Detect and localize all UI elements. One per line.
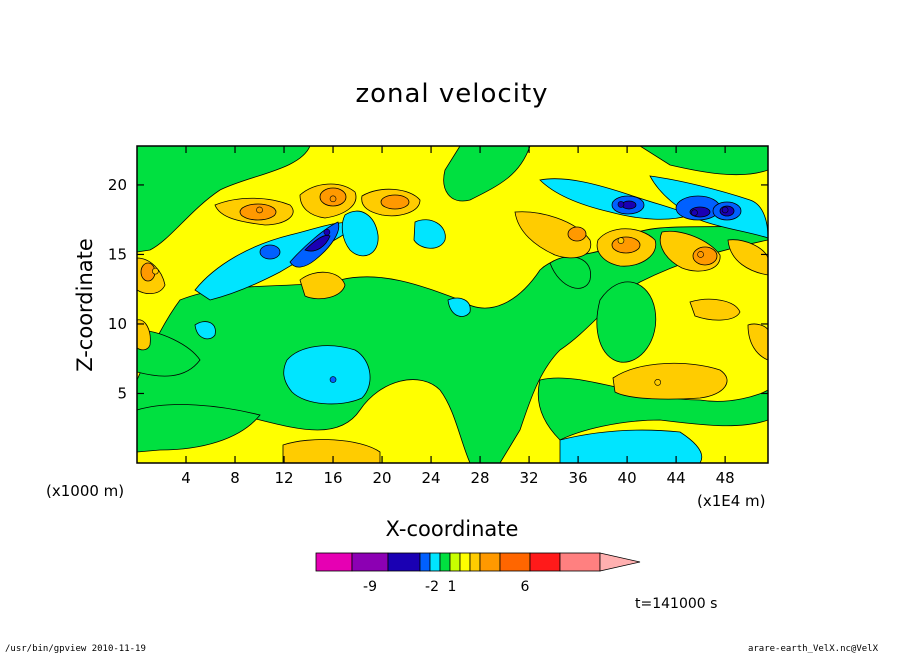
contour-core: [697, 251, 704, 258]
contour-region: [612, 362, 728, 400]
contour-region: [596, 281, 657, 363]
x-multiplier-label: (x1000 m): [46, 482, 124, 500]
contour-field: [137, 146, 768, 463]
x-tick-label: 44: [667, 469, 686, 487]
footer-right: arare-earth_VelX.nc@VelX: [748, 644, 879, 654]
x-tick-label: 32: [520, 469, 539, 487]
contour-region: [567, 226, 587, 242]
x-tick-label: 12: [274, 469, 293, 487]
colorbar: [315, 552, 641, 572]
contour-core: [617, 237, 625, 244]
colorbar-swatch: [387, 552, 421, 572]
contour-region: [259, 244, 281, 260]
contour-region: [443, 146, 531, 202]
y-tick-label: 10: [108, 315, 127, 333]
contour-region: [727, 239, 768, 276]
contour-region: [137, 319, 151, 351]
contour-region: [304, 234, 331, 252]
contour-region: [514, 211, 592, 259]
x-tick-label: 36: [569, 469, 588, 487]
contour-region: [283, 345, 371, 405]
y-tick-label: 20: [108, 176, 127, 194]
contour-core: [691, 209, 698, 217]
colorbar-swatch: [315, 552, 353, 572]
colorbar-swatch: [559, 552, 601, 572]
y-tick-label: 5: [117, 384, 127, 402]
contour-region: [299, 271, 346, 300]
chart-title: zonal velocity: [355, 79, 548, 109]
colorbar-swatch: [499, 552, 531, 572]
x-tick-label: 24: [422, 469, 441, 487]
contour-region: [194, 321, 216, 340]
colorbar-swatch: [419, 552, 431, 572]
colorbar-swatch: [429, 552, 441, 572]
contour-core: [721, 206, 729, 214]
colorbar-swatch: [439, 552, 451, 572]
x-tick-label: 40: [618, 469, 637, 487]
contour-region: [413, 219, 446, 249]
contour-region: [137, 404, 261, 453]
contour-region: [692, 246, 718, 266]
contour-region: [380, 194, 410, 210]
colorbar-tick-label: 1: [448, 579, 457, 595]
contour-core: [152, 267, 159, 275]
colorbar-tick-label: -9: [363, 579, 377, 595]
colorbar-swatch: [351, 552, 389, 572]
contour-region: [137, 146, 311, 253]
contour-region: [747, 323, 768, 361]
y-axis-title: Z-coordinate: [73, 238, 97, 372]
footer-left: /usr/bin/gpview 2010-11-19: [5, 644, 146, 654]
contour-region: [611, 236, 641, 254]
x-tick-label: 16: [323, 469, 342, 487]
colorbar-tick-label: -2: [425, 579, 439, 595]
contour-region: [137, 329, 201, 377]
colorbar-swatch: [469, 552, 481, 572]
x-axis: 4 8 12 16 20 24 28 32 36 40 44 48: [181, 146, 735, 487]
x-tick-label: 4: [181, 469, 191, 487]
colorbar-swatch: [479, 552, 501, 572]
plot-frame: [136, 145, 769, 464]
contour-region: [447, 297, 471, 317]
contour-core: [329, 376, 337, 383]
colorbar-extension: [599, 552, 641, 572]
contour-core: [323, 228, 331, 236]
contour-core: [329, 195, 337, 203]
colorbar-tick-label: 6: [521, 579, 530, 595]
contour-region: [559, 429, 703, 463]
colorbar-swatch: [449, 552, 461, 572]
contour-core: [654, 379, 662, 386]
colorbar-swatch: [529, 552, 561, 572]
contour-region: [282, 439, 381, 463]
colorbar-labels: -9 -2 1 6: [363, 579, 530, 595]
contour-core: [256, 206, 263, 214]
x-tick-label: 28: [471, 469, 490, 487]
plot-area: [137, 146, 768, 463]
time-label: t=141000 s: [635, 596, 717, 612]
contour-region: [689, 298, 741, 321]
x-tick-label: 20: [373, 469, 392, 487]
colorbar-swatch: [459, 552, 471, 572]
contour-core: [617, 201, 625, 208]
x-axis-title: X-coordinate: [386, 517, 519, 541]
x-tick-label: 48: [716, 469, 735, 487]
y-axis: 5 10 15 20: [108, 176, 768, 402]
x-tick-label: 8: [230, 469, 240, 487]
contour-region: [341, 210, 379, 257]
y-tick-label: 15: [108, 245, 127, 263]
x-unit-label: (x1E4 m): [697, 492, 766, 510]
